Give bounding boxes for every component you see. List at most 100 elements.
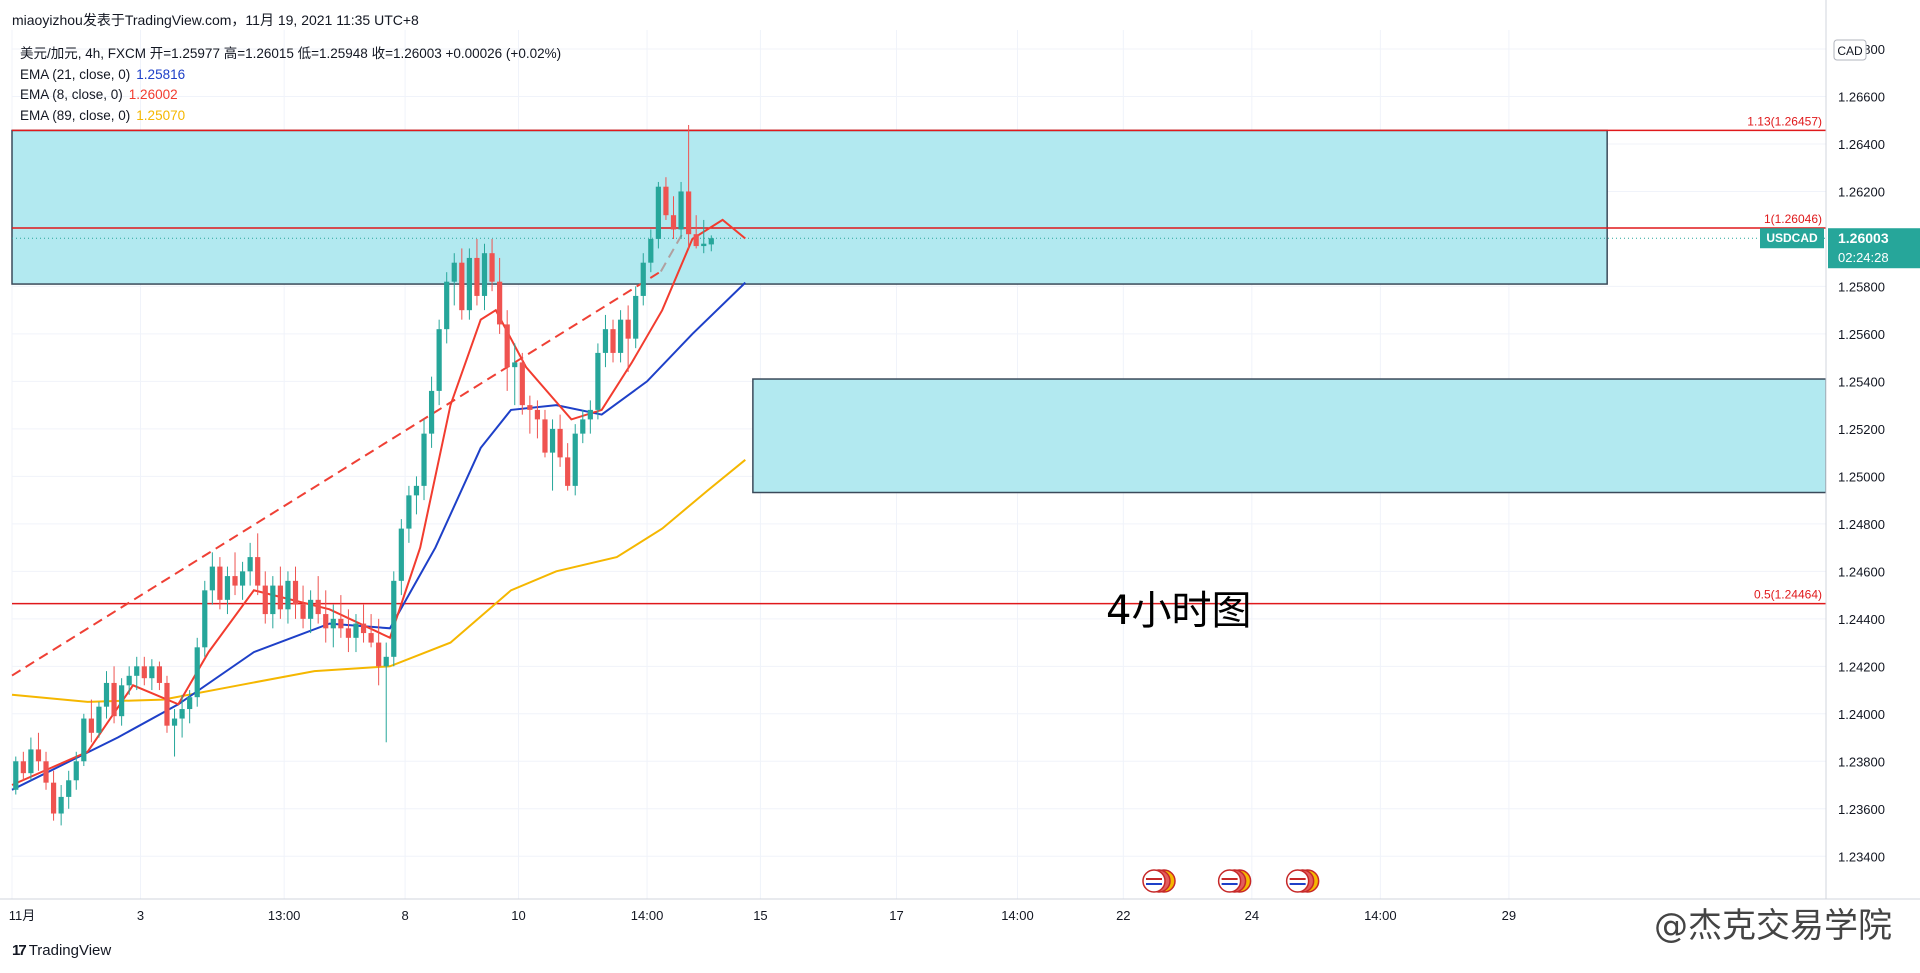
time-tick-label: 13:00 [268,908,301,923]
candle-body [277,585,283,610]
candle-body [549,428,556,453]
candle-body [141,666,147,679]
indicator-legend: 美元/加元, 4h, FXCM 开=1.25977 高=1.26015 低=1.… [20,44,561,126]
candle [35,732,42,771]
symbol-tag [1760,228,1824,249]
candle [239,561,246,600]
ema89-legend[interactable]: EMA (89, close, 0) 1.25070 [20,106,561,127]
ema21-line [11,281,746,791]
candle-body [406,495,412,529]
price-axis-bg [1826,0,1920,899]
ema21-legend[interactable]: EMA (21, close, 0) 1.25816 [20,65,561,86]
symbol-ohlc[interactable]: 美元/加元, 4h, FXCM 开=1.25977 高=1.26015 低=1.… [20,44,561,65]
candle-body [489,253,495,282]
candle [481,243,488,311]
candle [497,257,503,334]
candle [209,552,215,605]
level-label: 1(1.26046) [1764,212,1822,226]
event-flag-stripe [1221,883,1238,885]
level-label: 0.5(1.24464) [1754,588,1822,602]
candle [277,566,283,619]
event-flag-stripe [1221,878,1238,880]
price-tag [1828,228,1920,269]
ema89-line [11,459,746,703]
candle [663,177,669,220]
candle-body [512,362,518,368]
candle [224,566,231,615]
candle [194,637,200,707]
time-tick-label: 14:00 [1364,908,1397,923]
candle-body [224,576,231,600]
candle [451,253,457,306]
candle-body [565,457,571,486]
price-tick-label: 1.24200 [1838,659,1885,674]
candle [489,238,495,292]
candle-body [119,685,125,717]
candle-body [217,566,223,600]
candle-body [466,257,472,311]
price-tick-label: 1.23600 [1838,802,1885,817]
candle-body [580,419,586,434]
time-axis[interactable]: 11月 3 13:00 8 10 14:00 15 17 14:00 22 24 14:00 29 [0,898,1920,923]
candle [179,694,185,738]
price-tag-value: 1.26003 [1838,230,1889,246]
candle [134,656,140,691]
candle [421,419,427,501]
candle [88,699,94,743]
economic-events[interactable] [1142,869,1320,893]
candle [353,614,359,653]
candle [13,756,19,795]
currency-label: CAD [1837,44,1863,58]
candle-body [209,566,215,591]
candle-body [376,642,382,667]
candle [444,272,450,344]
timeframe-annotation: 4小时图 [1106,588,1252,634]
ema21-label: EMA (21, close, 0) [20,66,131,82]
candle-body [28,749,34,774]
tradingview-logo[interactable]: 17 TradingView [12,942,111,959]
candle-body [557,428,563,458]
candle-body [81,718,87,762]
candle [534,400,541,439]
time-tick-label: 17 [889,908,903,923]
candle [315,576,321,624]
event-flag-stripe [1146,878,1162,880]
candle [406,485,412,543]
candle [103,671,110,719]
candle [648,229,654,273]
candle-body [542,419,548,453]
price-axis[interactable]: 1.268001.266001.264001.262001.258001.256… [1760,0,1920,899]
candle-body [315,599,321,615]
candle-body [504,324,510,368]
event-flag-stripe [1289,883,1306,885]
candle-body [149,666,155,679]
candle-body [43,761,49,783]
event-flag-circle [1142,869,1166,893]
ema8-legend[interactable]: EMA (8, close, 0) 1.26002 [20,85,561,106]
supply-demand-zones [11,129,1827,494]
candle-body [171,718,178,726]
time-tick-label: 15 [753,908,767,923]
candle [527,395,533,434]
candle [376,618,382,686]
countdown-value: 02:24:28 [1838,250,1889,265]
candle-body [20,761,26,774]
candle-body [66,780,72,797]
candle-body [534,409,541,420]
candle [557,414,563,467]
candle [285,571,291,624]
price-tick-label: 1.24800 [1838,517,1885,532]
candle-body [202,590,208,648]
candle [459,248,465,320]
zone-rect [11,129,1608,285]
candle-body [527,405,533,410]
candle [28,737,34,781]
candle-body [308,599,314,619]
candle [512,343,518,406]
ema21-value: 1.25816 [136,66,186,82]
candle-body [73,761,79,781]
candle [368,614,374,648]
candle [345,609,352,653]
symbol-tag-text: USDCAD [1766,231,1818,245]
